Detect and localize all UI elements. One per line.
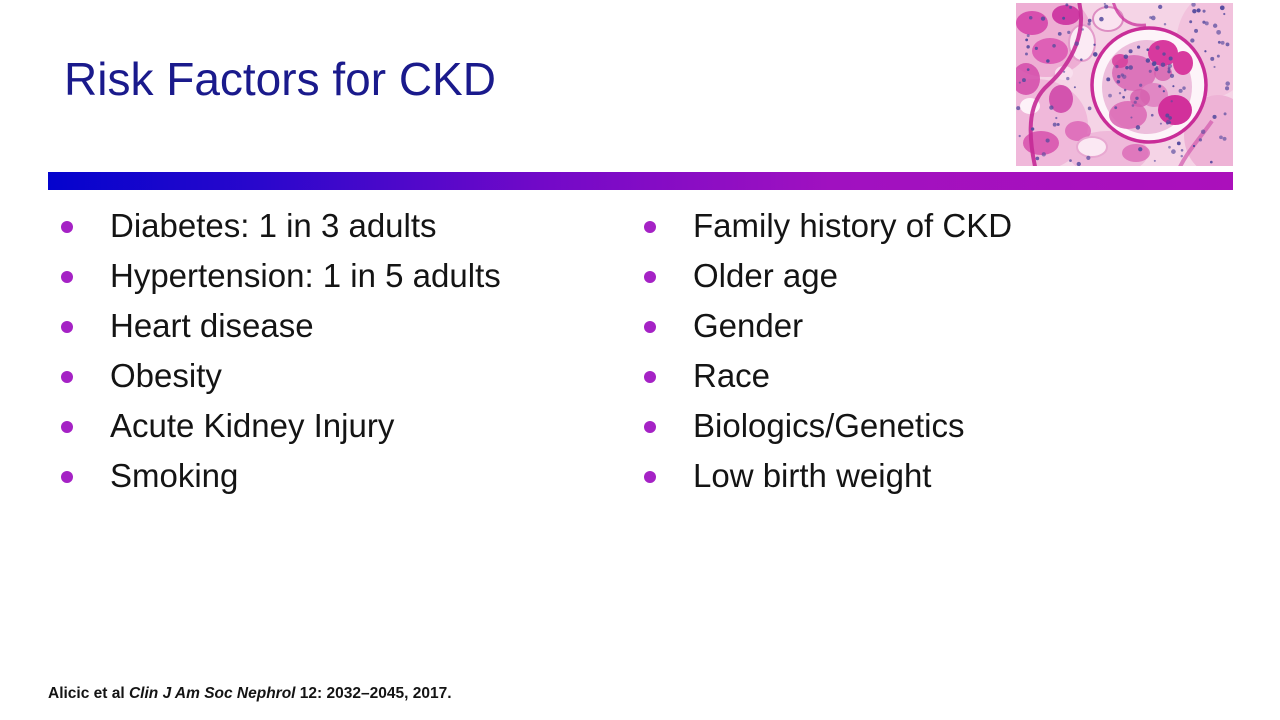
bullet-text: Biologics/Genetics: [693, 407, 965, 444]
bullet-text: Diabetes: 1 in 3 adults: [110, 207, 437, 244]
divider-bar: [48, 172, 1233, 190]
list-item: Smoking: [61, 451, 636, 501]
citation-tail: 12: 2032–2045, 2017.: [295, 685, 452, 702]
bullet-list-left: Diabetes: 1 in 3 adults Hypertension: 1 …: [61, 201, 636, 501]
kidney-glomerulus-histology-image: [1016, 3, 1233, 166]
citation-authors: Alicic et al: [48, 685, 129, 702]
bullet-icon: [644, 271, 656, 283]
bullet-icon: [61, 271, 73, 283]
bullet-text: Hypertension: 1 in 5 adults: [110, 257, 501, 294]
list-item: Diabetes: 1 in 3 adults: [61, 201, 636, 251]
bullet-icon: [61, 421, 73, 433]
bullet-icon: [61, 221, 73, 233]
histology-svg: [1016, 3, 1233, 166]
bullet-text: Gender: [693, 307, 804, 344]
list-item: Acute Kidney Injury: [61, 401, 636, 451]
bullet-text: Heart disease: [110, 307, 314, 344]
bullet-list-right: Family history of CKD Older age Gender R…: [644, 201, 1204, 501]
bullet-icon: [644, 221, 656, 233]
bullet-text: Low birth weight: [693, 457, 932, 494]
bullet-icon: [61, 471, 73, 483]
list-item: Race: [644, 351, 1204, 401]
citation: Alicic et al Clin J Am Soc Nephrol 12: 2…: [48, 685, 452, 703]
bullet-text: Smoking: [110, 457, 239, 494]
bullet-icon: [61, 321, 73, 333]
slide-title: Risk Factors for CKD: [64, 53, 496, 105]
list-item: Heart disease: [61, 301, 636, 351]
bullet-icon: [644, 421, 656, 433]
list-item: Older age: [644, 251, 1204, 301]
bullet-text: Obesity: [110, 357, 222, 394]
bullet-text: Acute Kidney Injury: [110, 407, 395, 444]
bullet-text: Family history of CKD: [693, 207, 1013, 244]
bullet-icon: [61, 371, 73, 383]
list-item: Gender: [644, 301, 1204, 351]
bullet-icon: [644, 371, 656, 383]
bullet-icon: [644, 321, 656, 333]
bullet-text: Older age: [693, 257, 838, 294]
list-item: Low birth weight: [644, 451, 1204, 501]
list-item: Hypertension: 1 in 5 adults: [61, 251, 636, 301]
list-item: Family history of CKD: [644, 201, 1204, 251]
citation-journal: Clin J Am Soc Nephrol: [128, 685, 296, 702]
list-item: Biologics/Genetics: [644, 401, 1204, 451]
bullet-icon: [644, 471, 656, 483]
bullet-text: Race: [693, 357, 771, 394]
list-item: Obesity: [61, 351, 636, 401]
